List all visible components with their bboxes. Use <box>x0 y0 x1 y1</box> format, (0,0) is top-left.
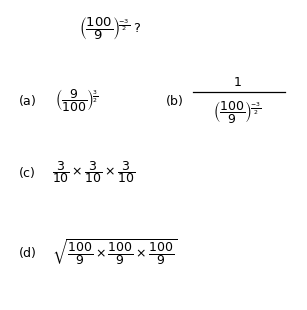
Text: $\mathrm{(c)}$: $\mathrm{(c)}$ <box>18 165 36 179</box>
Text: $\mathrm{(d)}$: $\mathrm{(d)}$ <box>18 245 37 259</box>
Text: $\left(\dfrac{100}{9}\right)^{\!\frac{-3}{2}}$ ?: $\left(\dfrac{100}{9}\right)^{\!\frac{-3… <box>79 15 142 42</box>
Text: $\dfrac{3}{10} \times \dfrac{3}{10} \times \dfrac{3}{10}$: $\dfrac{3}{10} \times \dfrac{3}{10} \tim… <box>52 159 135 185</box>
Text: $\mathrm{(a)}$: $\mathrm{(a)}$ <box>18 92 36 108</box>
Text: $\left(\dfrac{100}{9}\right)^{\!\frac{-3}{2}}$: $\left(\dfrac{100}{9}\right)^{\!\frac{-3… <box>213 99 261 125</box>
Text: $\mathrm{(b)}$: $\mathrm{(b)}$ <box>165 92 184 108</box>
Text: $\left(\dfrac{9}{100}\right)^{\!\frac{3}{2}}$: $\left(\dfrac{9}{100}\right)^{\!\frac{3}… <box>55 87 98 113</box>
Text: $1$: $1$ <box>233 76 241 88</box>
Text: $\sqrt{\dfrac{100}{9} \times \dfrac{100}{9} \times \dfrac{100}{9}}$: $\sqrt{\dfrac{100}{9} \times \dfrac{100}… <box>52 237 178 267</box>
